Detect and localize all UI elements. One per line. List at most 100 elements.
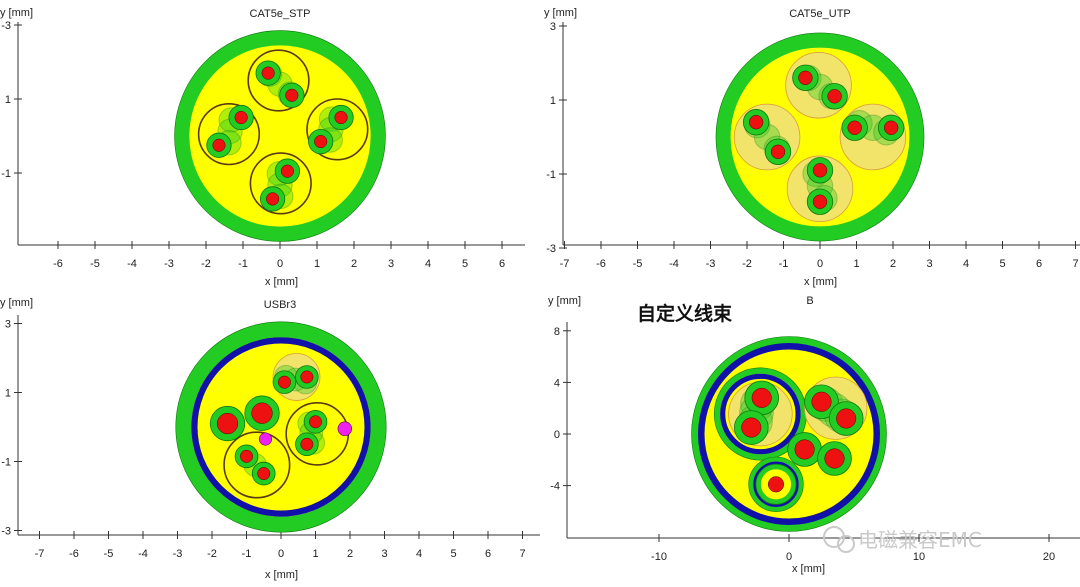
wire-conductor xyxy=(812,163,828,178)
twisted-pair xyxy=(786,155,854,223)
cable-filler xyxy=(730,47,910,227)
drain-wire xyxy=(337,421,353,436)
wire-conductor xyxy=(216,412,239,435)
y-tick-label: 3 xyxy=(5,319,11,331)
x-tick-label: -2 xyxy=(207,548,217,560)
x-tick-label: -3 xyxy=(706,258,716,270)
x-tick-label: -4 xyxy=(138,548,148,560)
x-tick-label: -5 xyxy=(104,548,114,560)
x-tick-label: -2 xyxy=(742,258,752,270)
x-tick-label: 4 xyxy=(416,548,422,560)
x-tick-label: 10 xyxy=(913,551,925,563)
drain-wire xyxy=(258,432,272,446)
x-tick-label: -1 xyxy=(242,548,252,560)
x-tick-label: 0 xyxy=(817,258,823,270)
x-tick-label: 5 xyxy=(462,258,468,270)
x-tick-label: 7 xyxy=(519,548,525,560)
x-axis-label: x [mm] xyxy=(804,276,837,288)
x-tick-label: -3 xyxy=(164,258,174,270)
wire-conductor xyxy=(212,138,226,152)
x-tick-label: 1 xyxy=(853,258,859,270)
twisted-pair xyxy=(733,103,801,171)
y-axis-label: y [mm] xyxy=(0,7,33,19)
x-tick-label: -4 xyxy=(669,258,679,270)
wire-conductor xyxy=(883,120,899,135)
y-tick-label: -3 xyxy=(1,526,11,538)
x-tick-label: 3 xyxy=(381,548,387,560)
plot-cat5e-stp: CAT5e_STP y [mm] x [mm] -6 -5 -4 -3 -2 -1 0 1 2 3… xyxy=(0,7,525,288)
x-tick-label: 4 xyxy=(963,258,969,270)
y-tick-label: -3 xyxy=(546,243,556,255)
twisted-pair xyxy=(785,51,852,119)
twisted-pair xyxy=(249,152,312,215)
wire-conductor xyxy=(824,448,845,469)
twisted-pair xyxy=(272,353,321,401)
x-tick-label: 5 xyxy=(450,548,456,560)
x-tick-label: 5 xyxy=(999,258,1005,270)
x-tick-label: -1 xyxy=(238,258,248,270)
custom-harness-label: 自定义线束 xyxy=(637,302,733,325)
wire-conductor xyxy=(827,89,842,104)
wire-conductor xyxy=(234,110,248,125)
y-tick-label: -4 xyxy=(550,481,560,493)
wire-conductor xyxy=(309,415,322,429)
y-tick-label: 1 xyxy=(5,94,11,106)
wire-conductor xyxy=(811,391,832,412)
wire-conductor xyxy=(798,70,813,85)
wire-conductor xyxy=(285,88,299,102)
wire-conductor xyxy=(812,194,828,209)
x-tick-label: -10 xyxy=(651,551,667,563)
x-tick-label: -5 xyxy=(90,258,100,270)
x-tick-label: 3 xyxy=(388,258,394,270)
wire-conductor xyxy=(280,164,294,178)
x-tick-label: 3 xyxy=(926,258,932,270)
watermark-text: 电磁兼容EMC xyxy=(858,528,982,552)
watermark: 电磁兼容EMC xyxy=(823,526,982,553)
x-axis-label: x [mm] xyxy=(792,563,825,575)
x-tick-label: -7 xyxy=(35,548,45,560)
x-tick-label: 2 xyxy=(347,548,353,560)
wire-conductor xyxy=(836,408,857,429)
x-tick-label: -3 xyxy=(173,548,183,560)
x-tick-label: 20 xyxy=(1043,551,1055,563)
twisted-pair xyxy=(804,376,868,440)
y-tick-label: -3 xyxy=(1,20,11,32)
x-tick-label: 1 xyxy=(314,258,320,270)
x-axis-label: x [mm] xyxy=(265,569,298,581)
x-tick-label: 2 xyxy=(351,258,357,270)
twisted-pair xyxy=(728,380,793,447)
y-tick-label: -1 xyxy=(1,168,11,180)
x-tick-label: -1 xyxy=(779,258,789,270)
shield-ring xyxy=(698,343,880,525)
y-tick-label: -1 xyxy=(546,169,556,181)
x-tick-label: 0 xyxy=(277,258,283,270)
chart-title: CAT5e_STP xyxy=(250,8,311,20)
wire-conductor xyxy=(751,387,772,408)
x-tick-label: -2 xyxy=(201,258,211,270)
x-tick-label: 0 xyxy=(278,548,284,560)
x-tick-label: 7 xyxy=(1072,258,1078,270)
wire-conductor xyxy=(767,476,785,493)
y-tick-label: 1 xyxy=(5,388,11,400)
plot-usbr3: USBr3 y [mm] x [mm] -7 -6 -5 -4 -3 -2 -1 0 1 2 3 4 5… xyxy=(0,297,540,581)
x-tick-label: -4 xyxy=(127,258,137,270)
x-tick-label: -6 xyxy=(69,548,79,560)
twisted-pair xyxy=(247,49,310,112)
y-tick-label: -1 xyxy=(1,457,11,469)
x-tick-label: -7 xyxy=(560,258,570,270)
wire-conductor xyxy=(277,375,291,389)
x-tick-label: 6 xyxy=(485,548,491,560)
y-axis-label: y [mm] xyxy=(544,7,577,19)
wechat-icon xyxy=(823,526,855,553)
chart-title: USBr3 xyxy=(264,299,296,311)
wire-conductor xyxy=(257,467,271,481)
x-tick-label: -6 xyxy=(53,258,63,270)
twisted-pair xyxy=(839,103,907,171)
cable-filler xyxy=(189,45,371,227)
x-tick-label: 2 xyxy=(890,258,896,270)
x-tick-label: -5 xyxy=(633,258,643,270)
wire-conductor xyxy=(251,402,273,424)
wire-conductor xyxy=(300,370,314,384)
x-tick-label: 6 xyxy=(499,258,505,270)
